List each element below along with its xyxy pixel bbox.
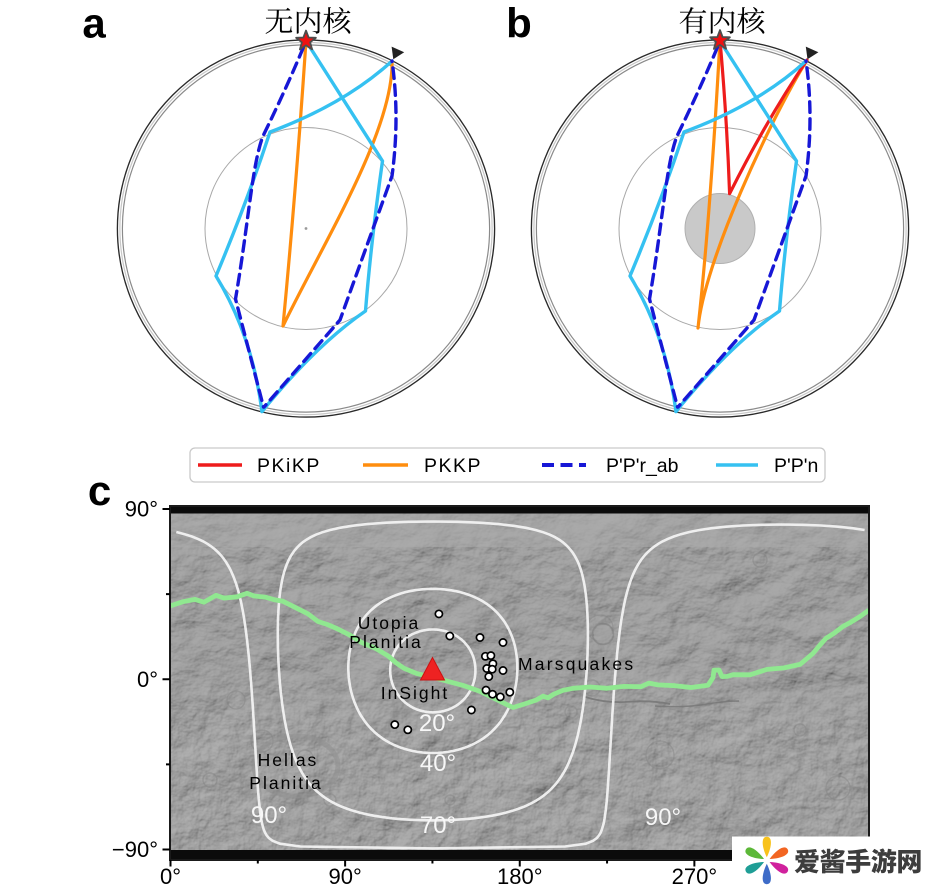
svg-text:90°: 90° bbox=[251, 802, 287, 829]
svg-text:b: b bbox=[506, 0, 532, 47]
svg-text:270°: 270° bbox=[672, 864, 718, 887]
svg-text:Marsquakes: Marsquakes bbox=[518, 654, 635, 674]
svg-text:180°: 180° bbox=[497, 864, 543, 887]
svg-text:90°: 90° bbox=[125, 497, 158, 522]
svg-text:0°: 0° bbox=[137, 667, 158, 692]
svg-text:InSight: InSight bbox=[381, 683, 449, 703]
svg-text:PKKP: PKKP bbox=[424, 455, 482, 477]
svg-text:70°: 70° bbox=[420, 812, 456, 839]
svg-text:a: a bbox=[82, 0, 106, 47]
svg-text:P'P'r_ab: P'P'r_ab bbox=[606, 455, 679, 477]
svg-text:40°: 40° bbox=[420, 750, 456, 777]
svg-text:90°: 90° bbox=[328, 864, 361, 887]
svg-text:Planitia: Planitia bbox=[349, 632, 422, 652]
svg-text:−90°: −90° bbox=[112, 837, 158, 862]
svg-text:20°: 20° bbox=[419, 710, 455, 737]
svg-text:Planitia: Planitia bbox=[249, 773, 322, 793]
svg-text:c: c bbox=[88, 467, 111, 514]
svg-text:0°: 0° bbox=[160, 864, 181, 887]
svg-text:PKiKP: PKiKP bbox=[257, 455, 321, 477]
svg-text:Hellas: Hellas bbox=[258, 750, 319, 770]
svg-text:Utopia: Utopia bbox=[358, 613, 421, 633]
svg-text:90°: 90° bbox=[645, 804, 681, 831]
svg-text:P'P'n: P'P'n bbox=[774, 455, 818, 477]
